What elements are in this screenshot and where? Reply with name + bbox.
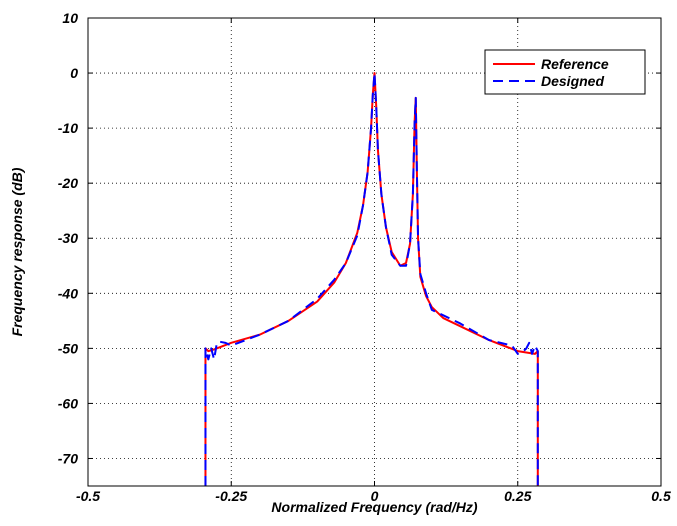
- x-tick-label: -0.25: [215, 488, 247, 504]
- x-tick-labels: -0.5 -0.25 0 0.25 0.5: [76, 488, 671, 504]
- plot-area: [88, 18, 661, 486]
- y-tick-label: -50: [58, 340, 78, 356]
- x-tick-label: 0: [371, 488, 379, 504]
- x-tick-label: 0.5: [651, 488, 671, 504]
- x-tick-label: -0.5: [76, 488, 100, 504]
- y-tick-label: -10: [58, 120, 78, 136]
- series-layer: [204, 72, 539, 486]
- legend-label-reference: Reference: [541, 56, 609, 72]
- y-tick-label: -40: [58, 285, 78, 301]
- y-tick-label: -20: [58, 175, 78, 191]
- y-tick-label: -30: [58, 230, 78, 246]
- y-tick-label: 0: [70, 65, 78, 81]
- y-tick-label: -70: [58, 450, 78, 466]
- y-tick-label: 10: [62, 10, 78, 26]
- legend-box: [484, 49, 646, 95]
- plot-frame: [87, 17, 662, 487]
- legend-label-designed: Designed: [541, 73, 604, 89]
- y-tick-labels: 10 0 -10 -20 -30 -40 -50 -60 -70: [58, 10, 78, 466]
- y-axis-label: Frequency response (dB): [9, 167, 25, 336]
- y-tick-label: -60: [58, 395, 78, 411]
- series-line-designed: [204, 72, 539, 486]
- x-axis-label: Normalized Frequency (rad/Hz): [271, 499, 477, 515]
- x-tick-label: 0.25: [504, 488, 531, 504]
